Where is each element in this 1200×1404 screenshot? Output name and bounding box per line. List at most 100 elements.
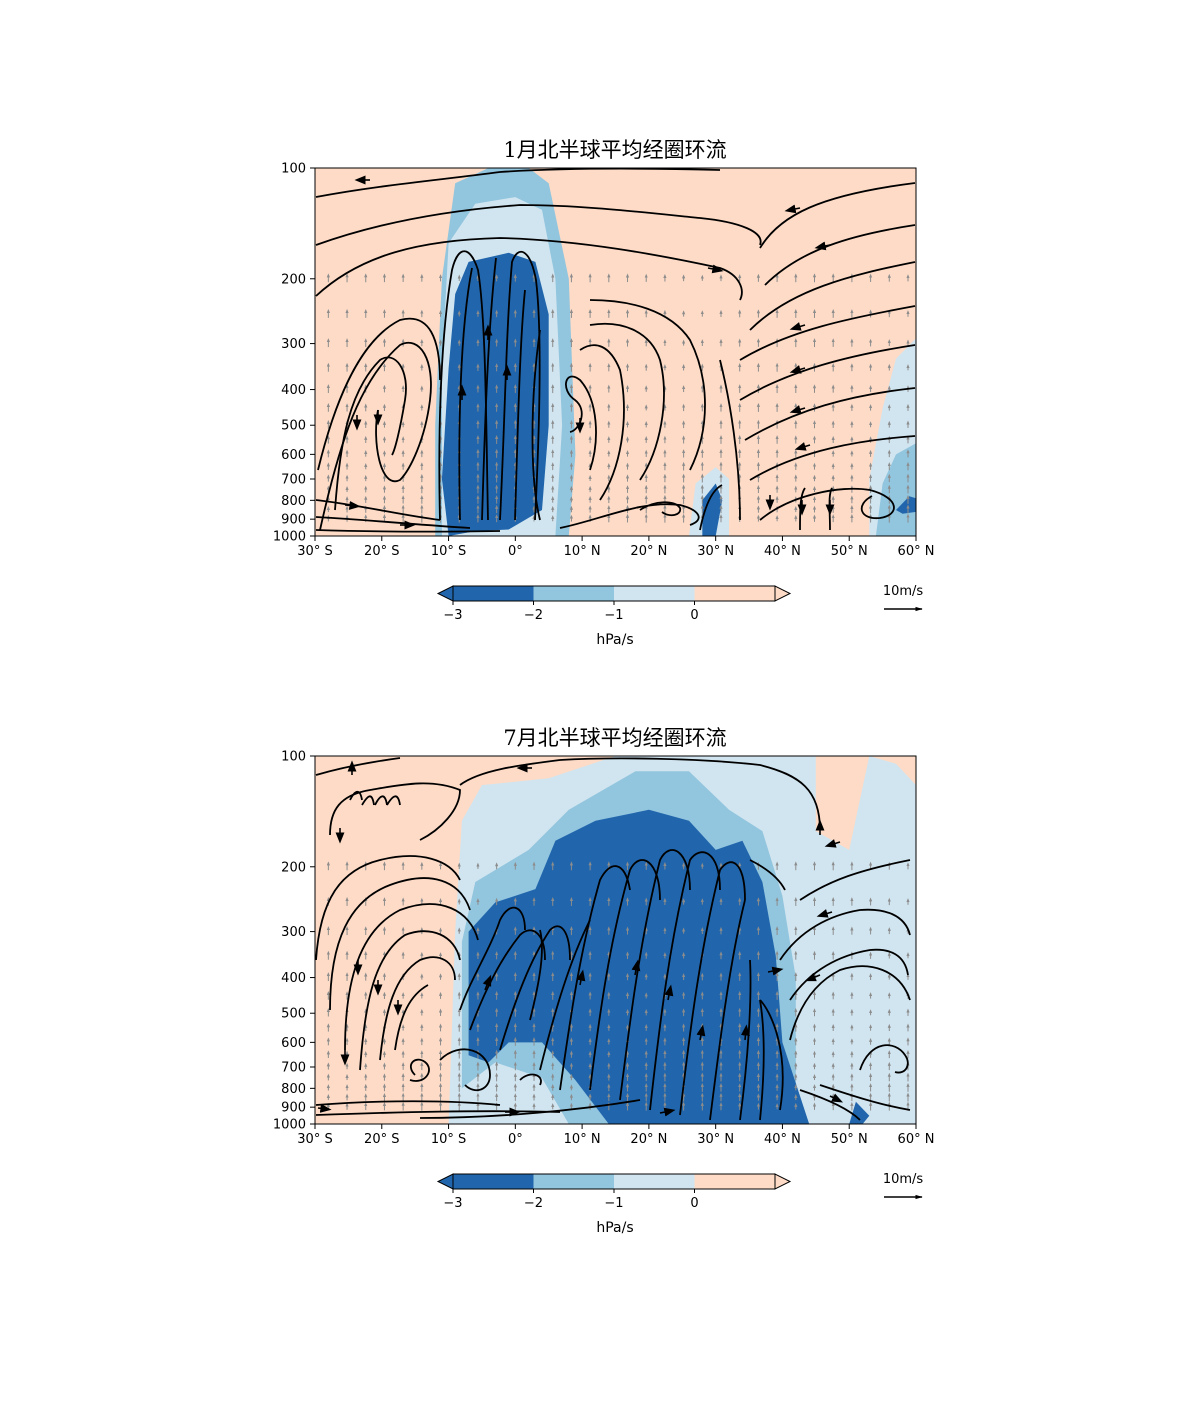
colorbar-tick-label: 0 — [690, 1196, 698, 1211]
colorbar: −3 −2 −1 0 — [436, 1173, 792, 1211]
streamline — [359, 930, 461, 1071]
y-tick-label: 800 — [281, 1082, 306, 1097]
x-tick-label: 50° N — [831, 544, 868, 559]
colorbar-segment — [453, 586, 534, 601]
x-axis: 30° S 20° S 10° S 0° 10° N 20° N 30° N 40° N 50°… — [297, 536, 934, 559]
streamline — [499, 250, 541, 521]
colorbar-tick-label: −1 — [604, 608, 623, 623]
streamline — [719, 359, 741, 521]
colorbar-extend-high — [774, 585, 792, 602]
streamline — [419, 1099, 641, 1119]
streamline — [344, 903, 479, 1051]
streamline — [386, 795, 401, 806]
streamline — [409, 1058, 430, 1082]
july-panel: 7月北半球平均经圈环流 — [273, 726, 935, 1236]
streamline — [315, 204, 762, 246]
omega-region — [896, 496, 916, 514]
y-tick-label: 200 — [281, 860, 306, 875]
streamline — [459, 906, 526, 1011]
colorbar-segment — [533, 586, 615, 601]
y-tick-label: 900 — [281, 1101, 306, 1116]
streamline — [709, 899, 746, 1121]
y-tick-label: 1000 — [273, 530, 306, 545]
x-tick-label: 60° N — [898, 1132, 935, 1147]
omega-region — [702, 483, 723, 536]
streamline — [315, 168, 721, 198]
streamline — [531, 329, 541, 521]
streamline — [859, 1044, 909, 1074]
january-panel: 1月北半球平均经圈环流 — [273, 138, 935, 648]
streamline — [458, 267, 473, 521]
y-tick-label: 500 — [281, 1007, 306, 1022]
streamlines — [315, 168, 916, 533]
streamline — [469, 929, 546, 1031]
omega-background — [315, 168, 916, 536]
streamline — [799, 1089, 861, 1121]
streamline — [329, 782, 461, 841]
streamline — [589, 859, 661, 1091]
streamline — [749, 859, 786, 891]
y-tick-label: 300 — [281, 925, 306, 940]
y-tick-label: 900 — [281, 513, 306, 528]
streamline — [329, 877, 471, 1011]
colorbar-label: hPa/s — [596, 632, 633, 648]
streamline — [759, 999, 765, 1121]
streamline-arrows — [344, 175, 835, 530]
reference-vector-label: 10m/s — [883, 584, 924, 599]
colorbar-segment — [453, 1174, 534, 1189]
x-tick-label: 20° N — [630, 1132, 667, 1147]
streamline — [481, 257, 497, 521]
streamline-arrow — [631, 959, 641, 976]
plot-frame — [314, 755, 917, 1125]
streamline — [529, 929, 543, 1021]
streamline — [439, 1048, 491, 1092]
streamline — [319, 342, 432, 531]
streamline — [744, 387, 916, 441]
wind-vectors — [326, 273, 910, 523]
streamline — [589, 322, 665, 481]
streamline — [519, 1073, 542, 1086]
colorbar-tick-label: −1 — [604, 1196, 623, 1211]
streamline — [361, 795, 375, 806]
streamline — [315, 1100, 501, 1106]
streamline-arrow — [789, 322, 806, 331]
streamline-arrow — [794, 442, 811, 451]
plot-frame — [314, 167, 917, 537]
x-tick-label: 30° N — [697, 544, 734, 559]
wind-vectors — [326, 861, 910, 1111]
x-tick-label: 10° S — [431, 1132, 466, 1147]
colorbar-extend-low — [436, 1173, 454, 1190]
y-tick-label: 600 — [281, 1036, 306, 1051]
colorbar-segment — [533, 1174, 615, 1189]
colorbar-segment — [694, 1174, 776, 1189]
streamline — [749, 261, 916, 331]
y-tick-label: 100 — [281, 162, 306, 177]
x-tick-label: 20° S — [364, 544, 399, 559]
x-tick-label: 20° N — [630, 544, 667, 559]
streamline — [559, 865, 631, 1091]
streamline — [619, 849, 691, 1101]
x-tick-label: 10° N — [564, 1132, 601, 1147]
streamline-arrow — [804, 972, 821, 982]
colorbar-tick-label: −3 — [443, 1196, 462, 1211]
streamline — [749, 435, 916, 481]
streamline — [334, 356, 407, 511]
x-tick-label: 30° N — [697, 1132, 734, 1147]
streamline — [374, 795, 388, 806]
y-tick-label: 700 — [281, 1060, 306, 1075]
streamline — [649, 851, 721, 1111]
streamline-arrow — [814, 241, 831, 251]
x-tick-label: 60° N — [898, 544, 935, 559]
streamline — [315, 529, 501, 533]
chart-title: 7月北半球平均经圈环流 — [503, 726, 726, 750]
streamline — [315, 1110, 561, 1116]
streamline-arrow — [789, 365, 806, 374]
y-tick-label: 400 — [281, 383, 306, 398]
colorbar-segment — [694, 586, 776, 601]
streamline — [459, 757, 821, 831]
colorbar-extend-low — [436, 585, 454, 602]
streamline — [565, 375, 597, 471]
x-tick-label: 40° N — [764, 544, 801, 559]
streamline-arrow — [576, 969, 586, 986]
